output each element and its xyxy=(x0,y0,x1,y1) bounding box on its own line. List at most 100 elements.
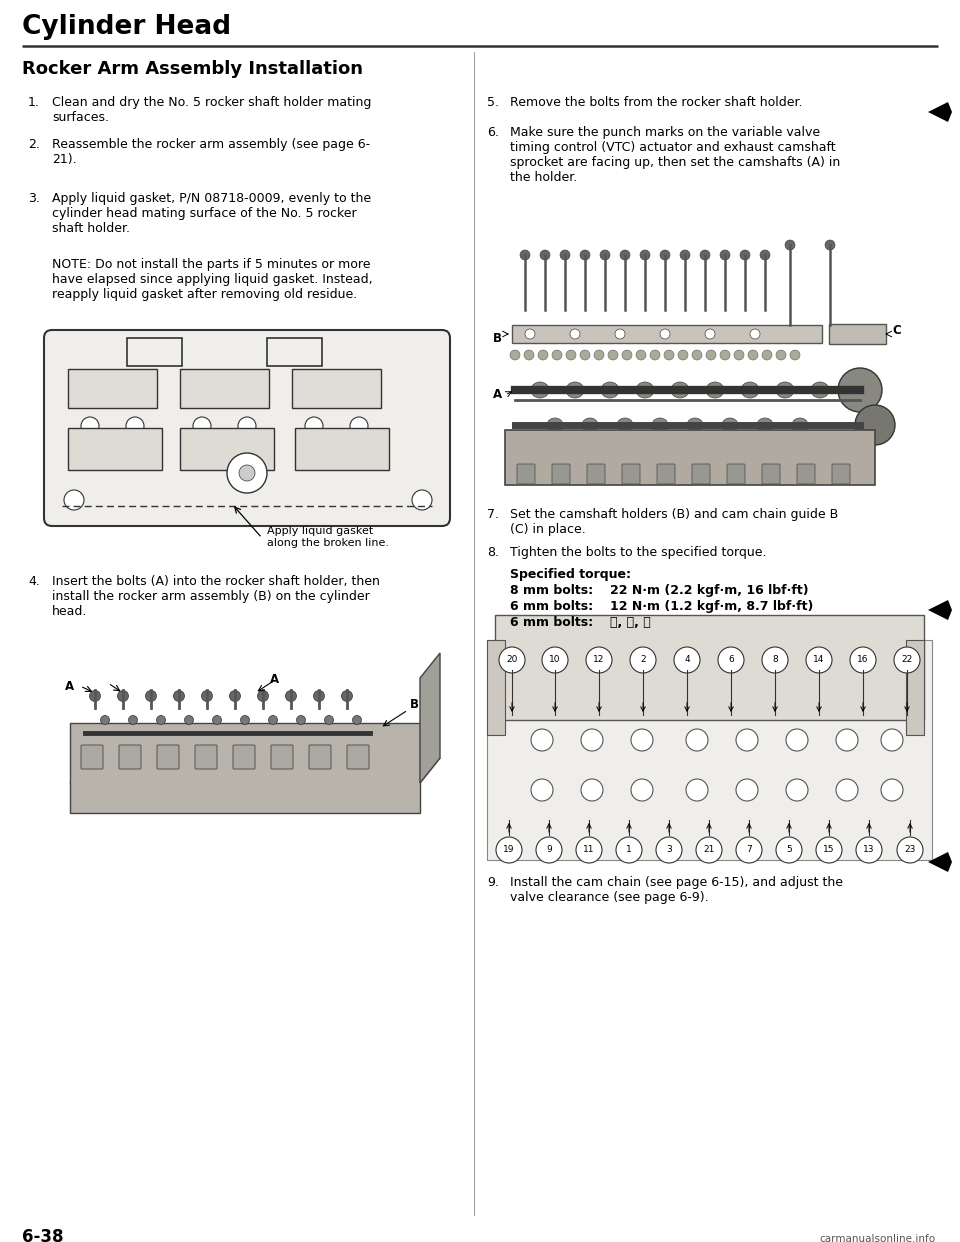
Ellipse shape xyxy=(671,383,689,397)
Circle shape xyxy=(881,729,903,751)
Text: 6-38: 6-38 xyxy=(22,1228,63,1242)
Circle shape xyxy=(146,691,156,702)
Text: 15: 15 xyxy=(824,846,835,854)
Circle shape xyxy=(692,350,702,360)
Ellipse shape xyxy=(601,383,619,397)
Circle shape xyxy=(740,250,750,260)
Text: Cylinder Head: Cylinder Head xyxy=(22,14,231,40)
Ellipse shape xyxy=(722,419,738,432)
Text: 14: 14 xyxy=(813,656,825,664)
Circle shape xyxy=(101,715,109,724)
Circle shape xyxy=(229,691,241,702)
Circle shape xyxy=(806,647,832,673)
Circle shape xyxy=(636,350,646,360)
Circle shape xyxy=(524,350,534,360)
Circle shape xyxy=(897,837,923,863)
Circle shape xyxy=(241,715,250,724)
Text: 12 N·m (1.2 kgf·m, 8.7 lbf·ft): 12 N·m (1.2 kgf·m, 8.7 lbf·ft) xyxy=(610,600,813,614)
FancyBboxPatch shape xyxy=(587,465,605,484)
Text: 8: 8 xyxy=(772,656,778,664)
Circle shape xyxy=(531,779,553,801)
Circle shape xyxy=(212,715,222,724)
Circle shape xyxy=(552,350,562,360)
FancyBboxPatch shape xyxy=(692,465,710,484)
Circle shape xyxy=(510,350,520,360)
Circle shape xyxy=(750,329,760,339)
Text: 2: 2 xyxy=(640,656,646,664)
Circle shape xyxy=(560,250,570,260)
Circle shape xyxy=(239,465,255,481)
FancyBboxPatch shape xyxy=(40,638,450,823)
Circle shape xyxy=(660,250,670,260)
FancyBboxPatch shape xyxy=(267,338,322,366)
Circle shape xyxy=(570,329,580,339)
Circle shape xyxy=(538,350,548,360)
FancyBboxPatch shape xyxy=(517,465,535,484)
FancyBboxPatch shape xyxy=(309,745,331,769)
Circle shape xyxy=(660,329,670,339)
Ellipse shape xyxy=(566,383,584,397)
Circle shape xyxy=(566,350,576,360)
Ellipse shape xyxy=(531,383,549,397)
Circle shape xyxy=(718,647,744,673)
Circle shape xyxy=(615,329,625,339)
Circle shape xyxy=(816,837,842,863)
Polygon shape xyxy=(928,852,952,872)
Circle shape xyxy=(156,715,165,724)
Text: Make sure the punch marks on the variable valve
timing control (VTC) actuator an: Make sure the punch marks on the variabl… xyxy=(510,125,840,184)
Text: Tighten the bolts to the specified torque.: Tighten the bolts to the specified torqu… xyxy=(510,546,766,559)
Circle shape xyxy=(720,250,730,260)
Circle shape xyxy=(193,417,211,435)
Circle shape xyxy=(616,837,642,863)
FancyBboxPatch shape xyxy=(195,745,217,769)
Circle shape xyxy=(117,691,129,702)
Text: 11: 11 xyxy=(584,846,595,854)
Text: 4: 4 xyxy=(684,656,690,664)
FancyBboxPatch shape xyxy=(157,745,179,769)
FancyBboxPatch shape xyxy=(292,369,381,409)
Circle shape xyxy=(700,250,710,260)
Circle shape xyxy=(894,647,920,673)
Text: Install the cam chain (see page 6-15), and adjust the
valve clearance (see page : Install the cam chain (see page 6-15), a… xyxy=(510,876,843,904)
Circle shape xyxy=(525,329,535,339)
Ellipse shape xyxy=(687,419,703,432)
FancyBboxPatch shape xyxy=(347,745,369,769)
Circle shape xyxy=(352,715,362,724)
FancyBboxPatch shape xyxy=(487,640,932,859)
Circle shape xyxy=(89,691,101,702)
Text: B: B xyxy=(493,333,502,345)
Circle shape xyxy=(706,350,716,360)
FancyBboxPatch shape xyxy=(829,324,886,344)
Ellipse shape xyxy=(547,419,563,432)
Text: Specified torque:: Specified torque: xyxy=(510,568,631,581)
Circle shape xyxy=(650,350,660,360)
FancyBboxPatch shape xyxy=(68,369,157,409)
Text: 19: 19 xyxy=(503,846,515,854)
Text: 23: 23 xyxy=(904,846,916,854)
Text: C: C xyxy=(892,324,900,338)
Circle shape xyxy=(736,779,758,801)
Text: 3.: 3. xyxy=(28,193,40,205)
Circle shape xyxy=(531,729,553,751)
Circle shape xyxy=(520,250,530,260)
FancyBboxPatch shape xyxy=(552,465,570,484)
Ellipse shape xyxy=(741,383,759,397)
FancyBboxPatch shape xyxy=(295,428,389,469)
Circle shape xyxy=(350,417,368,435)
FancyBboxPatch shape xyxy=(180,369,269,409)
Text: NOTE: Do not install the parts if 5 minutes or more
have elapsed since applying : NOTE: Do not install the parts if 5 minu… xyxy=(52,258,372,301)
Circle shape xyxy=(622,350,632,360)
Circle shape xyxy=(786,779,808,801)
Text: Apply liquid gasket, P/N 08718-0009, evenly to the
cylinder head mating surface : Apply liquid gasket, P/N 08718-0009, eve… xyxy=(52,193,372,235)
Circle shape xyxy=(640,250,650,260)
Circle shape xyxy=(686,779,708,801)
FancyBboxPatch shape xyxy=(622,465,640,484)
Circle shape xyxy=(785,240,795,250)
Ellipse shape xyxy=(757,419,773,432)
Ellipse shape xyxy=(617,419,633,432)
FancyBboxPatch shape xyxy=(44,330,450,527)
Circle shape xyxy=(836,779,858,801)
Text: 6 mm bolts:: 6 mm bolts: xyxy=(510,616,593,628)
Text: Apply liquid gasket
along the broken line.: Apply liquid gasket along the broken lin… xyxy=(267,527,389,548)
FancyBboxPatch shape xyxy=(762,465,780,484)
